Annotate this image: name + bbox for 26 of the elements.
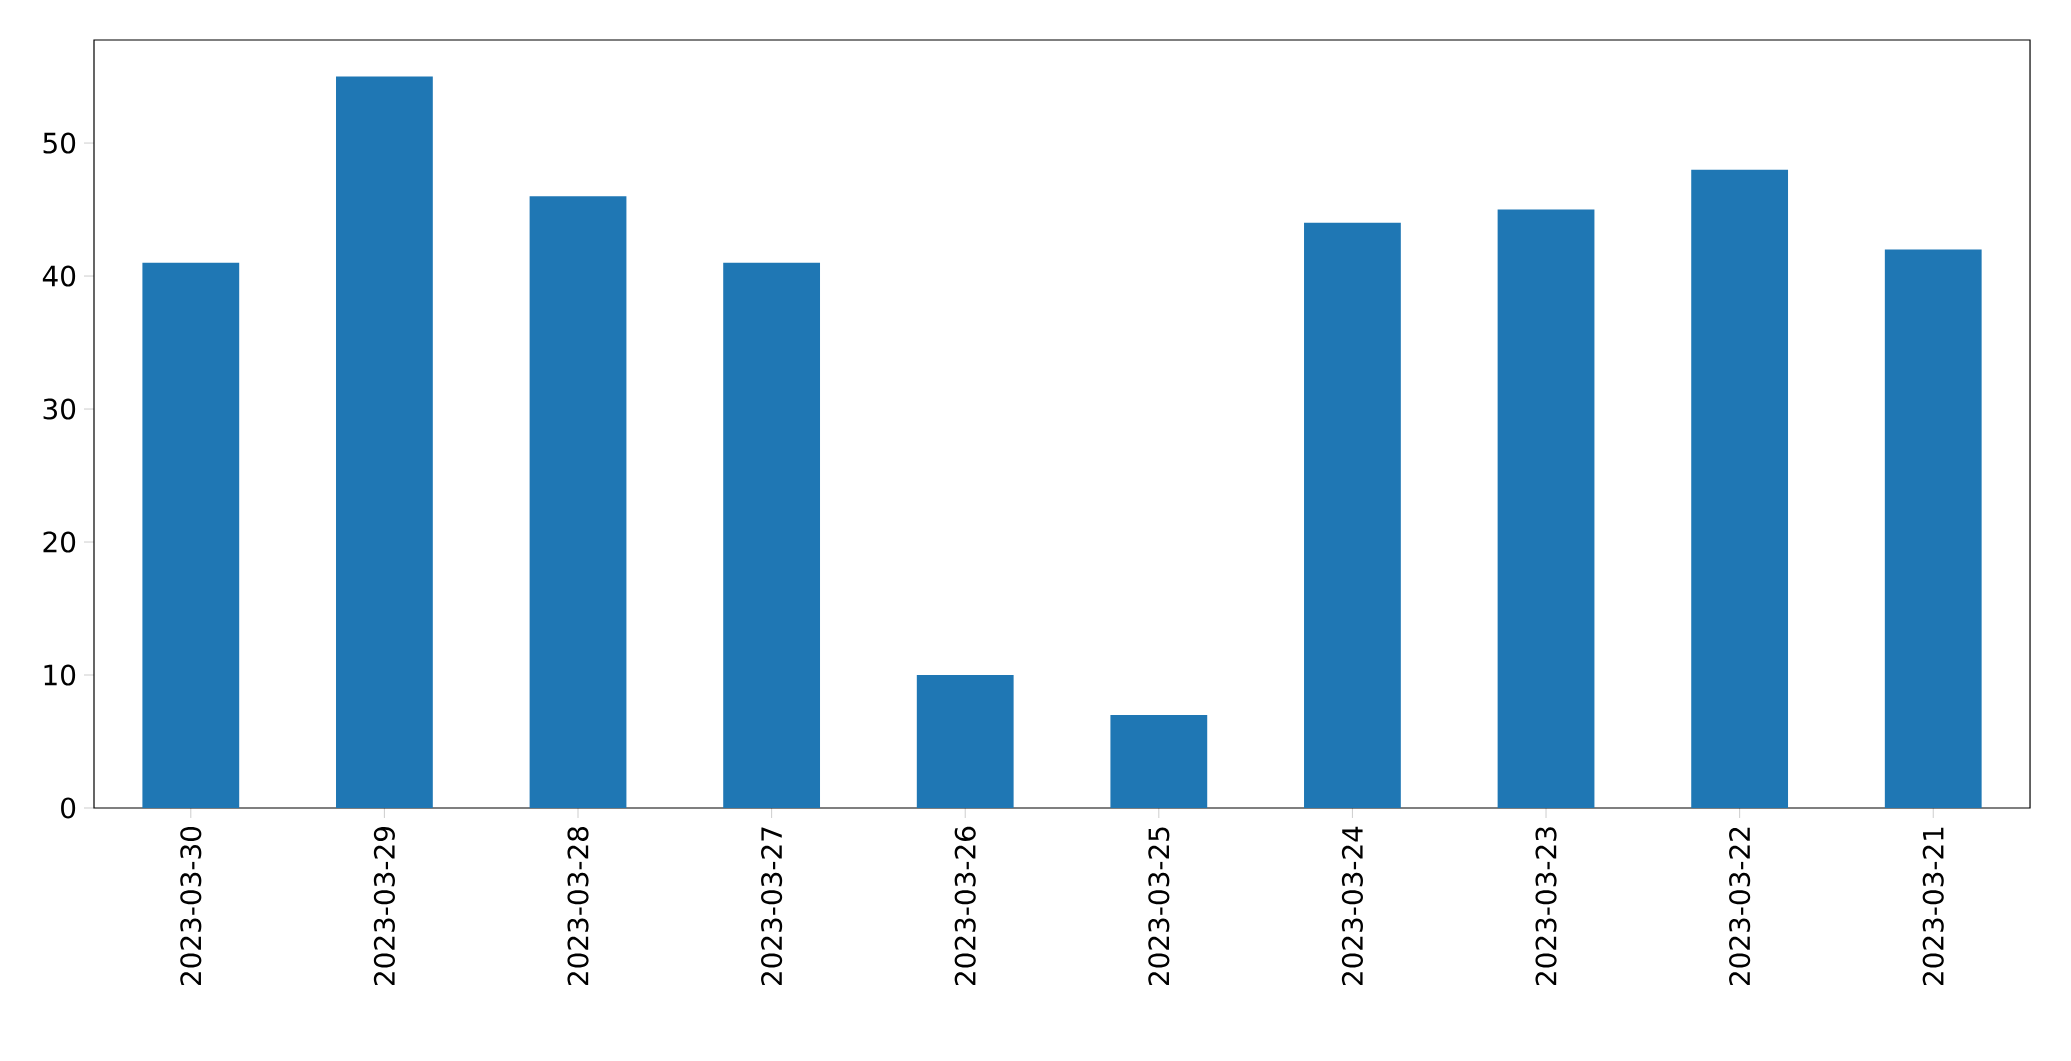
x-tick-label: 2023-03-27	[761, 827, 783, 986]
bar	[529, 196, 627, 808]
bar	[1304, 222, 1401, 808]
x-tick-label: 2023-03-25	[1148, 827, 1170, 986]
y-tick-label: 20	[43, 531, 76, 553]
bar	[1110, 714, 1208, 808]
x-tick-label: 2023-03-22	[1729, 827, 1751, 986]
bar	[1884, 249, 1982, 808]
y-tick-label: 40	[42, 265, 76, 287]
bar	[1497, 209, 1595, 808]
x-tick-label: 2023-03-30	[180, 826, 202, 986]
x-tick-label: 2023-03-21	[1922, 827, 1944, 986]
y-tick-label: 50	[43, 132, 76, 154]
x-tick-label: 2023-03-26	[954, 826, 976, 986]
y-tick-label: 10	[44, 664, 76, 686]
bar	[916, 675, 1014, 808]
x-tick-label: 2023-03-28	[567, 826, 589, 986]
y-tick-label: 0	[61, 797, 76, 819]
y-tick-label: 30	[43, 398, 76, 420]
bar	[142, 262, 240, 808]
bar	[723, 262, 821, 808]
x-tick-label: 2023-03-24	[1341, 826, 1363, 986]
bar	[1691, 169, 1789, 808]
x-tick-label: 2023-03-29	[373, 827, 395, 986]
bar	[336, 76, 433, 808]
x-tick-label: 2023-03-23	[1535, 827, 1557, 986]
